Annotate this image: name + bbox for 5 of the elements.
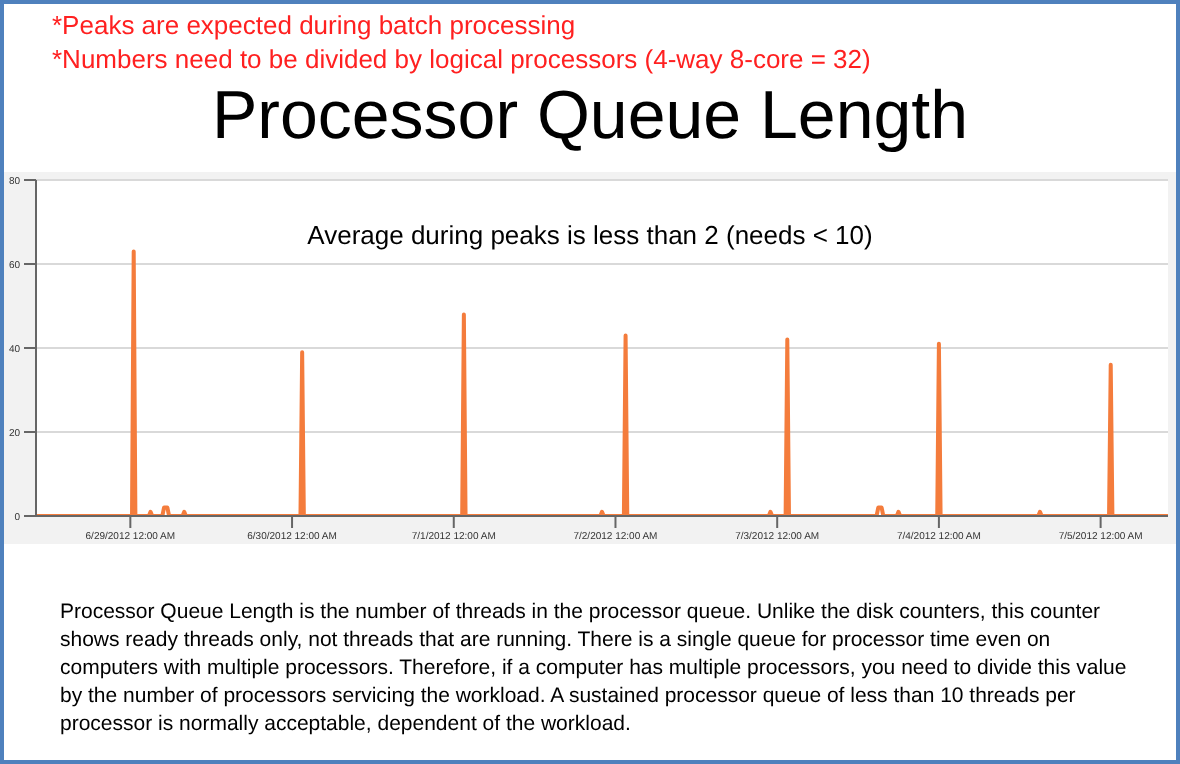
- text: *Peaks are expected during batch processing: [52, 8, 578, 42]
- text: *Numbers need to be divided by logical processors (4-way 8-core = 32): [52, 42, 871, 76]
- text: Processor Queue Length is the number of threads in the processor queue. Unlike the disk counters, this counter shows ready threads only, not threads that are running. There is a single queue for processor time even on computers with multiple processors. Therefore, if a computer has multiple processors, you need to divide this value by the number of processors servicing the workload. A sustained processor queue of less than 10 threads per processor is normally acceptable, dependent of the workload.: [60, 598, 1129, 738]
- annotation: Average during peaks is less than 2 (needs < 10): [305, 220, 875, 250]
- chart-title: Processor Queue Length: [209, 76, 971, 156]
